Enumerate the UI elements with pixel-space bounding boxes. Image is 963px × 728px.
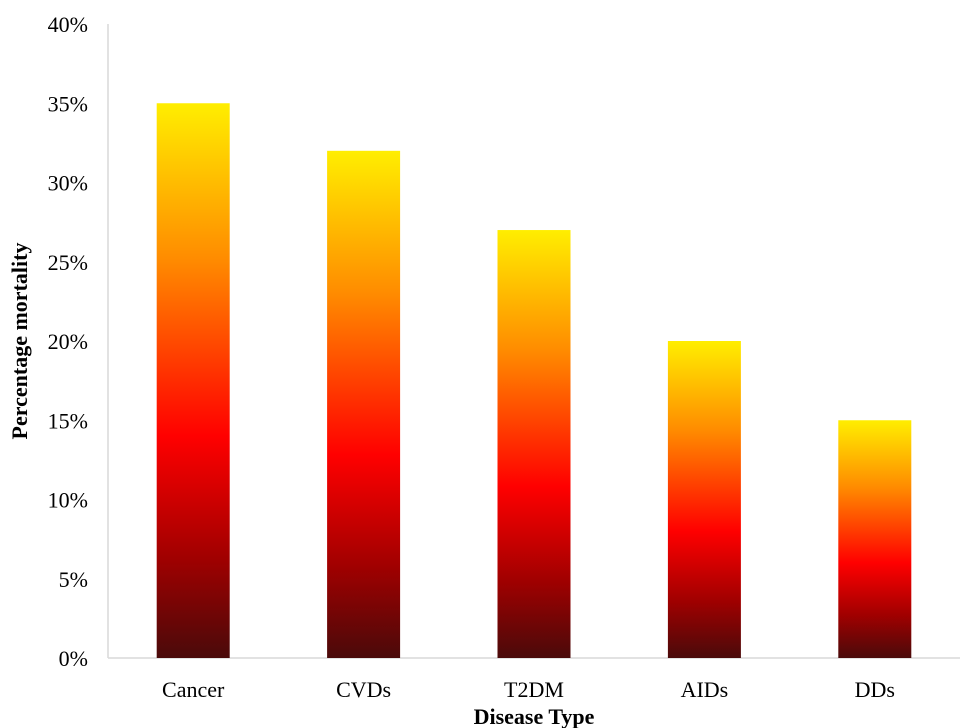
bar-t2dm bbox=[497, 230, 571, 659]
y-tick-label: 20% bbox=[48, 329, 88, 354]
y-tick-label: 5% bbox=[59, 567, 88, 592]
x-tick-label: T2DM bbox=[504, 677, 564, 702]
x-tick-label: Cancer bbox=[162, 677, 225, 702]
bar-aids bbox=[667, 341, 741, 658]
y-tick-label: 25% bbox=[48, 250, 88, 275]
bar-cvds bbox=[327, 150, 401, 659]
y-tick-label: 15% bbox=[48, 408, 88, 433]
y-axis-ticks: 0% 5% 10% 15% 20% 25% 30% 35% 40% bbox=[48, 12, 88, 671]
y-tick-label: 0% bbox=[59, 646, 88, 671]
x-tick-label: CVDs bbox=[336, 677, 391, 702]
y-tick-label: 30% bbox=[48, 171, 88, 196]
x-axis-title: Disease Type bbox=[474, 704, 595, 728]
y-tick-label: 35% bbox=[48, 91, 88, 116]
y-axis-title: Percentage mortality bbox=[7, 243, 32, 440]
x-tick-label: DDs bbox=[855, 677, 895, 702]
bar-cancer bbox=[156, 103, 230, 658]
x-tick-label: AIDs bbox=[681, 677, 729, 702]
bar-dds bbox=[838, 420, 912, 658]
y-tick-label: 40% bbox=[48, 12, 88, 37]
bars-group bbox=[156, 103, 912, 659]
y-tick-label: 10% bbox=[48, 488, 88, 513]
x-axis-labels: Cancer CVDs T2DM AIDs DDs bbox=[162, 677, 895, 702]
